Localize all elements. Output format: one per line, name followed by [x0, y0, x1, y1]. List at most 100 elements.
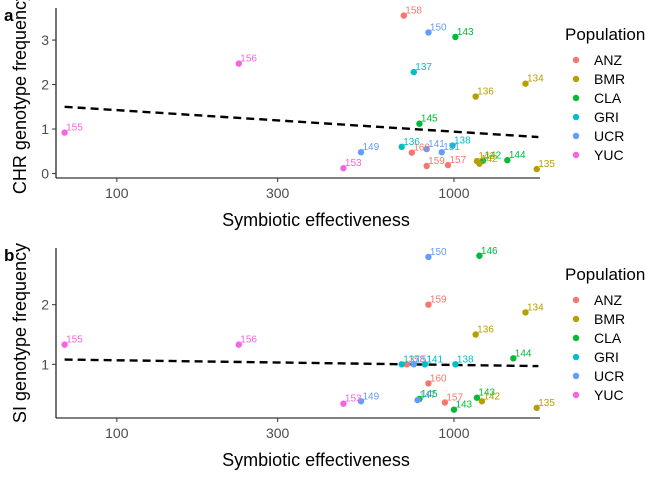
legend-key [572, 315, 580, 323]
legend-label: GRI [594, 349, 619, 365]
legend-key [572, 75, 580, 83]
y-axis-title: CHR genotype frequency [10, 0, 30, 194]
panel-tag: b [4, 246, 14, 265]
data-point-label: 160 [413, 143, 430, 154]
data-point-label: 150 [430, 247, 447, 258]
x-tick-label: 1000 [438, 185, 469, 201]
data-point-label: 142 [483, 391, 500, 402]
data-point [414, 396, 421, 404]
data-point-label: 144 [509, 150, 526, 161]
data-point [410, 361, 417, 368]
legend-label: UCR [594, 368, 624, 384]
legend-key [572, 56, 580, 64]
data-point-label: 156 [240, 54, 257, 65]
data-point-label: 151 [415, 354, 432, 365]
data-point [340, 165, 347, 172]
data-point [425, 253, 432, 261]
data-point-label: 136 [403, 137, 420, 148]
data-point [61, 341, 68, 348]
data-point-label: 142 [481, 154, 498, 165]
data-point [510, 355, 517, 362]
y-tick-label: 0 [41, 166, 49, 182]
data-point [423, 145, 430, 153]
data-point [400, 12, 408, 19]
x-tick-label: 1000 [438, 425, 469, 441]
data-point-label: 151 [443, 142, 460, 153]
data-point-label: 144 [515, 348, 532, 359]
data-point [476, 160, 483, 167]
data-point [522, 80, 529, 87]
data-point [235, 60, 242, 67]
legend-label: BMR [594, 71, 625, 87]
data-point [472, 93, 479, 100]
data-point [476, 252, 483, 259]
data-point [61, 129, 68, 136]
legend-key [572, 353, 580, 361]
x-tick-label: 300 [266, 425, 290, 441]
data-point-label: 158 [405, 6, 422, 17]
x-axis-title: Symbiotic effectiveness [222, 210, 410, 230]
data-point-label: 146 [481, 246, 498, 257]
panel-tag: a [4, 6, 14, 25]
legend-label: GRI [594, 109, 619, 125]
data-point [398, 143, 405, 151]
data-point-label: 143 [455, 400, 472, 411]
data-point [452, 361, 459, 368]
data-point [533, 165, 540, 173]
data-point-label: 134 [527, 302, 544, 313]
data-point-label: 138 [457, 354, 474, 365]
legend-key [572, 391, 580, 399]
data-point [438, 148, 445, 156]
data-point [398, 361, 405, 368]
data-point [425, 301, 432, 308]
data-point [235, 341, 242, 348]
data-point-label: 137 [403, 354, 420, 365]
trend-line [64, 358, 539, 368]
legend-key [572, 151, 580, 159]
legend-key [572, 334, 580, 342]
y-tick-label: 1 [41, 121, 49, 137]
data-point [408, 149, 416, 156]
legend-label: ANZ [594, 52, 622, 68]
data-point-label: 142 [485, 151, 502, 162]
data-point-label: 153 [345, 158, 362, 169]
data-point-label: 153 [345, 394, 362, 405]
data-point [449, 142, 456, 149]
data-point-label: 158 [408, 354, 425, 365]
legend-label: BMR [594, 311, 625, 327]
data-point-label: 143 [457, 27, 474, 38]
data-point-label: 145 [421, 114, 438, 125]
data-point [522, 309, 529, 316]
data-point [410, 68, 417, 76]
legend-key [572, 94, 580, 102]
legend-key [572, 372, 580, 380]
data-point [340, 400, 347, 407]
legend-label: CLA [594, 330, 622, 346]
x-tick-label: 100 [105, 185, 129, 201]
data-point [423, 162, 430, 170]
x-axis-title: Symbiotic effectiveness [222, 450, 410, 470]
data-point-label: 150 [430, 22, 447, 33]
data-point-label: 147 [419, 390, 436, 401]
data-point-label: 159 [428, 156, 445, 167]
data-point-label: 136 [477, 324, 494, 335]
data-point-label: 149 [362, 142, 379, 153]
data-point-label: 141 [428, 139, 445, 150]
data-point [357, 148, 365, 156]
legend-key [572, 296, 580, 304]
legend-label: YUC [594, 147, 624, 163]
data-point-label: 155 [66, 335, 83, 346]
data-point [425, 29, 432, 36]
data-point [504, 156, 511, 164]
legend-key [572, 113, 580, 121]
data-point-label: 135 [538, 398, 555, 409]
data-point-label: 143 [478, 388, 495, 399]
y-axis-title: SI genotype frequency [10, 243, 30, 423]
legend-title: Population [565, 25, 645, 44]
panel-b-chart: 100 300 1000 1 2 Symbiotic effectiveness SI ge… [4, 243, 645, 470]
data-point [441, 399, 449, 406]
data-point-label: 137 [415, 62, 432, 73]
x-tick-label: 100 [105, 425, 129, 441]
data-point [533, 404, 540, 412]
